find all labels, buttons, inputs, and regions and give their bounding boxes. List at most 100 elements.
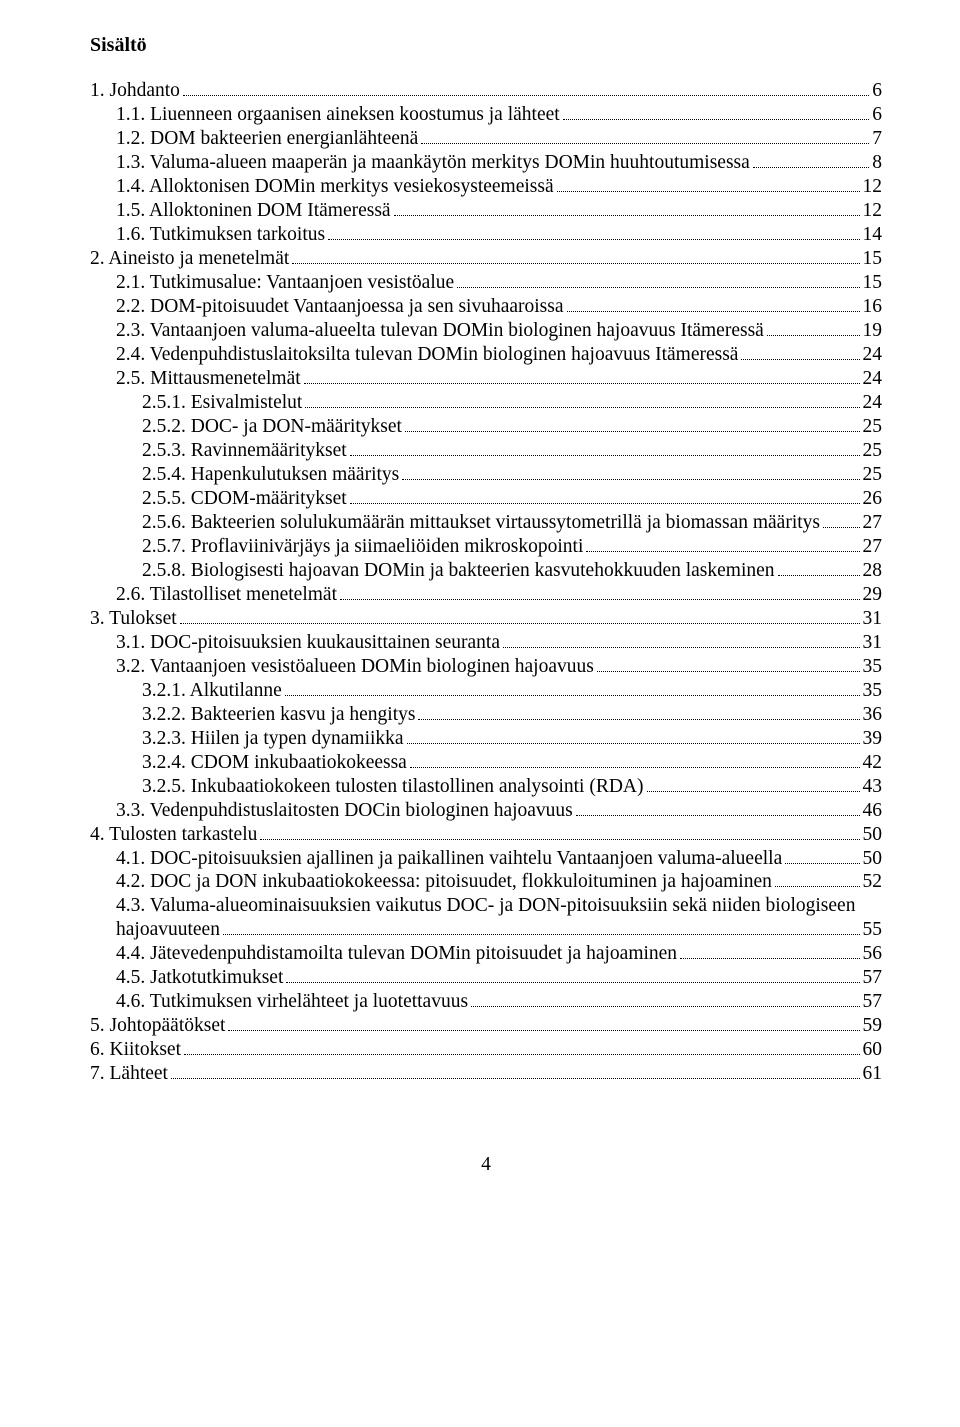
toc-entry: 3. Tulokset31 (90, 607, 882, 631)
toc-leader (292, 248, 859, 264)
toc-entry-label: 2. Aineisto ja menetelmät (90, 247, 289, 271)
toc-entry: 1.2. DOM bakteerien energianlähteenä7 (90, 127, 882, 151)
toc-entry: 4.5. Jatkotutkimukset 57 (90, 966, 882, 990)
toc-entry-page: 43 (863, 775, 883, 799)
toc-leader (767, 320, 860, 336)
toc-entry-page: 57 (863, 966, 883, 990)
toc-entry: 2.5.7. Proflaviinivärjäys ja siimaeliöid… (90, 535, 882, 559)
toc-entry-label: 4.3. Valuma-alueominaisuuksien vaikutus … (116, 894, 882, 918)
toc-entry-page: 46 (863, 799, 883, 823)
toc-leader (184, 1040, 860, 1056)
toc-leader (785, 848, 859, 864)
toc-entry: 2.5.1. Esivalmistelut24 (90, 391, 882, 415)
toc-entry: 3.2.1. Alkutilanne 35 (90, 679, 882, 703)
toc-entry-page: 61 (863, 1062, 883, 1086)
toc-entry-page: 19 (863, 319, 883, 343)
toc-entry-page: 15 (863, 247, 883, 271)
toc-entry-label: 1.4. Alloktonisen DOMin merkitys vesieko… (116, 175, 554, 199)
toc-entry-label: 2.5.6. Bakteerien solulukumäärän mittauk… (142, 511, 820, 535)
toc-entry-page: 26 (863, 487, 883, 511)
toc-entry-page: 50 (863, 823, 883, 847)
toc-leader (586, 536, 859, 552)
toc-entry: 2.5.4. Hapenkulutuksen määritys25 (90, 463, 882, 487)
toc-entry: 5. Johtopäätökset59 (90, 1014, 882, 1038)
toc-leader (597, 656, 860, 672)
toc-leader (471, 992, 859, 1008)
toc-entry-label: 6. Kiitokset (90, 1038, 181, 1062)
toc-entry-label: hajoavuuteen (116, 918, 220, 942)
table-of-contents: 1. Johdanto61.1. Liuenneen orgaanisen ai… (90, 79, 882, 1086)
toc-entry-label: 3.2.5. Inkubaatiokokeen tulosten tilasto… (142, 775, 644, 799)
toc-entry: 2. Aineisto ja menetelmät 15 (90, 247, 882, 271)
toc-entry-label: 5. Johtopäätökset (90, 1014, 225, 1038)
toc-entry-page: 31 (863, 607, 883, 631)
toc-entry: 4.3. Valuma-alueominaisuuksien vaikutus … (90, 894, 882, 942)
toc-entry: 3.1. DOC-pitoisuuksien kuukausittainen s… (90, 631, 882, 655)
toc-entry: 3.2.2. Bakteerien kasvu ja hengitys36 (90, 703, 882, 727)
toc-leader (340, 584, 860, 600)
toc-entry-page: 31 (863, 631, 883, 655)
toc-entry-page: 57 (863, 990, 883, 1014)
toc-entry: 1.6. Tutkimuksen tarkoitus14 (90, 223, 882, 247)
toc-entry-page: 39 (863, 727, 883, 751)
toc-leader (563, 104, 870, 120)
toc-leader (457, 272, 859, 288)
toc-entry-label: 4.6. Tutkimuksen virhelähteet ja luotett… (116, 990, 468, 1014)
toc-entry: 1. Johdanto6 (90, 79, 882, 103)
toc-entry-label: 1.2. DOM bakteerien energianlähteenä (116, 127, 418, 151)
toc-entry-page: 24 (863, 343, 883, 367)
toc-entry: 7. Lähteet61 (90, 1062, 882, 1086)
toc-entry-label: 4.2. DOC ja DON inkubaatiokokeessa: pito… (116, 870, 772, 894)
toc-entry-label: 2.5.1. Esivalmistelut (142, 391, 302, 415)
toc-entry: 2.5.2. DOC- ja DON-määritykset25 (90, 415, 882, 439)
toc-entry-page: 35 (863, 655, 883, 679)
toc-entry-page: 25 (863, 439, 883, 463)
toc-leader (418, 704, 859, 720)
toc-leader (405, 416, 860, 432)
toc-entry-page: 16 (863, 295, 883, 319)
toc-leader (576, 800, 860, 816)
toc-entry-page: 35 (863, 679, 883, 703)
toc-entry-page: 27 (863, 511, 883, 535)
toc-entry-label: 1.3. Valuma-alueen maaperän ja maankäytö… (116, 151, 750, 175)
toc-entry-label: 3.1. DOC-pitoisuuksien kuukausittainen s… (116, 631, 500, 655)
toc-entry: 2.5.6. Bakteerien solulukumäärän mittauk… (90, 511, 882, 535)
toc-entry-label: 2.5.7. Proflaviinivärjäys ja siimaeliöid… (142, 535, 583, 559)
toc-entry: 4.6. Tutkimuksen virhelähteet ja luotett… (90, 990, 882, 1014)
toc-entry-label: 2.3. Vantaanjoen valuma-alueelta tulevan… (116, 319, 764, 343)
toc-entry-label: 1.5. Alloktoninen DOM Itämeressä (116, 199, 391, 223)
toc-leader (285, 680, 860, 696)
toc-entry-label: 2.5.8. Biologisesti hajoavan DOMin ja ba… (142, 559, 775, 583)
toc-leader (402, 464, 859, 480)
toc-entry-label: 1. Johdanto (90, 79, 180, 103)
toc-leader (647, 776, 860, 792)
toc-entry-page: 52 (863, 870, 883, 894)
toc-leader (778, 560, 860, 576)
toc-entry-page: 6 (872, 103, 882, 127)
toc-entry-page: 42 (863, 751, 883, 775)
toc-entry-label: 2.5. Mittausmenetelmät (116, 367, 301, 391)
toc-entry-label: 3.2.1. Alkutilanne (142, 679, 282, 703)
toc-entry-page: 28 (863, 559, 883, 583)
toc-entry-page: 12 (863, 175, 883, 199)
toc-entry: 2.4. Vedenpuhdistuslaitoksilta tulevan D… (90, 343, 882, 367)
toc-entry-label: 4.4. Jätevedenpuhdistamoilta tulevan DOM… (116, 942, 677, 966)
toc-entry-label: 2.1. Tutkimusalue: Vantaanjoen vesistöal… (116, 271, 454, 295)
toc-leader (741, 344, 859, 360)
toc-entry-label: 3.2.2. Bakteerien kasvu ja hengitys (142, 703, 415, 727)
toc-entry-label: 3.2.4. CDOM inkubaatiokokeessa (142, 751, 407, 775)
toc-leader (228, 1016, 859, 1032)
toc-entry: 4.1. DOC-pitoisuuksien ajallinen ja paik… (90, 847, 882, 871)
toc-entry: 4.4. Jätevedenpuhdistamoilta tulevan DOM… (90, 942, 882, 966)
toc-entry: 2.3. Vantaanjoen valuma-alueelta tulevan… (90, 319, 882, 343)
toc-entry: 2.5.8. Biologisesti hajoavan DOMin ja ba… (90, 559, 882, 583)
toc-entry: 4.2. DOC ja DON inkubaatiokokeessa: pito… (90, 870, 882, 894)
toc-entry: 1.4. Alloktonisen DOMin merkitys vesieko… (90, 175, 882, 199)
toc-entry: 6. Kiitokset60 (90, 1038, 882, 1062)
toc-leader (305, 392, 859, 408)
toc-entry-label: 4.1. DOC-pitoisuuksien ajallinen ja paik… (116, 847, 782, 871)
toc-entry-label: 1.1. Liuenneen orgaanisen aineksen koost… (116, 103, 560, 127)
toc-entry-label: 2.5.2. DOC- ja DON-määritykset (142, 415, 402, 439)
toc-entry-label: 1.6. Tutkimuksen tarkoitus (116, 223, 325, 247)
toc-entry-label: 4.5. Jatkotutkimukset (116, 966, 283, 990)
